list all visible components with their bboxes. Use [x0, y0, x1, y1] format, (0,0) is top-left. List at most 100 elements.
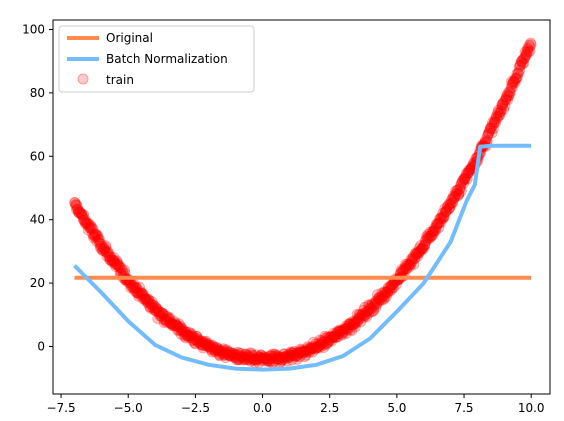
- train-point: [109, 258, 121, 270]
- train-point: [75, 208, 87, 220]
- train-point: [491, 113, 503, 124]
- train-point: [309, 342, 321, 354]
- train-point: [434, 213, 446, 225]
- train-point: [351, 316, 363, 328]
- train-point: [282, 351, 294, 363]
- train-point: [288, 349, 300, 361]
- train-point: [172, 321, 184, 333]
- train-point: [350, 317, 362, 329]
- train-point: [104, 254, 116, 266]
- train-point: [376, 287, 388, 299]
- train-point: [506, 75, 517, 87]
- plot-frame: [52, 19, 551, 395]
- train-point: [95, 243, 107, 254]
- train-point: [247, 350, 259, 362]
- train-point: [292, 349, 304, 361]
- train-point: [111, 258, 123, 270]
- train-point: [233, 351, 245, 363]
- train-point: [407, 253, 419, 264]
- train-point: [365, 306, 377, 317]
- train-point: [98, 243, 110, 255]
- train-point: [232, 354, 244, 365]
- train-point: [94, 238, 106, 250]
- train-point: [290, 351, 302, 363]
- train-point: [454, 183, 466, 194]
- train-point: [321, 337, 333, 349]
- train-point: [108, 252, 120, 264]
- train-point: [368, 305, 380, 316]
- train-point: [239, 354, 251, 366]
- train-point: [76, 208, 88, 220]
- train-point: [190, 334, 202, 346]
- train-point: [82, 224, 94, 236]
- train-point: [298, 346, 309, 357]
- train-point: [483, 127, 495, 139]
- train-point: [75, 208, 87, 220]
- train-point: [360, 310, 372, 321]
- train-point: [156, 310, 168, 322]
- train-point: [372, 289, 383, 301]
- train-point: [421, 233, 433, 245]
- train-point: [261, 351, 273, 363]
- train-point: [104, 254, 116, 266]
- train-point: [285, 350, 297, 362]
- train-point: [355, 311, 367, 323]
- train-point: [213, 344, 225, 356]
- train-point: [382, 286, 394, 298]
- train-point: [501, 88, 513, 100]
- train-point: [197, 342, 209, 354]
- train-point: [369, 300, 380, 312]
- train-point: [374, 294, 386, 305]
- train-point: [410, 247, 422, 259]
- train-point: [72, 204, 84, 216]
- train-point: [230, 348, 242, 360]
- train-point: [189, 333, 201, 345]
- train-point: [522, 45, 534, 57]
- train-point: [443, 203, 455, 215]
- train-point: [356, 309, 368, 321]
- train-point: [126, 281, 138, 293]
- train-point: [306, 342, 318, 354]
- x-tick-label: 0.0: [253, 401, 272, 415]
- train-point: [130, 281, 142, 293]
- train-point: [461, 167, 473, 179]
- train-point: [100, 240, 112, 252]
- train-point: [258, 351, 269, 362]
- train-point: [408, 258, 420, 270]
- train-point: [418, 239, 430, 251]
- train-point: [487, 116, 498, 128]
- train-point: [495, 103, 507, 115]
- train-point: [218, 343, 229, 355]
- train-point: [142, 297, 154, 309]
- train-point: [414, 242, 425, 254]
- train-point: [223, 350, 235, 361]
- train-point: [111, 257, 123, 269]
- train-point: [380, 286, 392, 298]
- train-point: [308, 342, 320, 353]
- train-point: [131, 287, 143, 299]
- train-point: [360, 306, 372, 318]
- train-point: [514, 59, 526, 71]
- train-point: [270, 349, 281, 361]
- train-point: [90, 229, 102, 241]
- train-point: [224, 349, 236, 361]
- train-point: [78, 209, 90, 221]
- train-point: [333, 328, 345, 340]
- train-point: [444, 201, 456, 213]
- train-point: [457, 175, 468, 187]
- train-point: [423, 232, 435, 244]
- x-tick-label: −5.0: [114, 401, 143, 415]
- train-point: [211, 345, 223, 356]
- train-point: [237, 351, 249, 363]
- train-point: [185, 330, 196, 342]
- train-point: [219, 349, 231, 361]
- train-point: [462, 167, 474, 179]
- train-point: [271, 353, 283, 365]
- train-point: [215, 346, 227, 358]
- train-point: [165, 318, 177, 330]
- train-point: [264, 350, 276, 362]
- train-point: [176, 325, 188, 337]
- train-point: [455, 178, 467, 190]
- train-point: [222, 348, 233, 359]
- train-point: [363, 307, 375, 319]
